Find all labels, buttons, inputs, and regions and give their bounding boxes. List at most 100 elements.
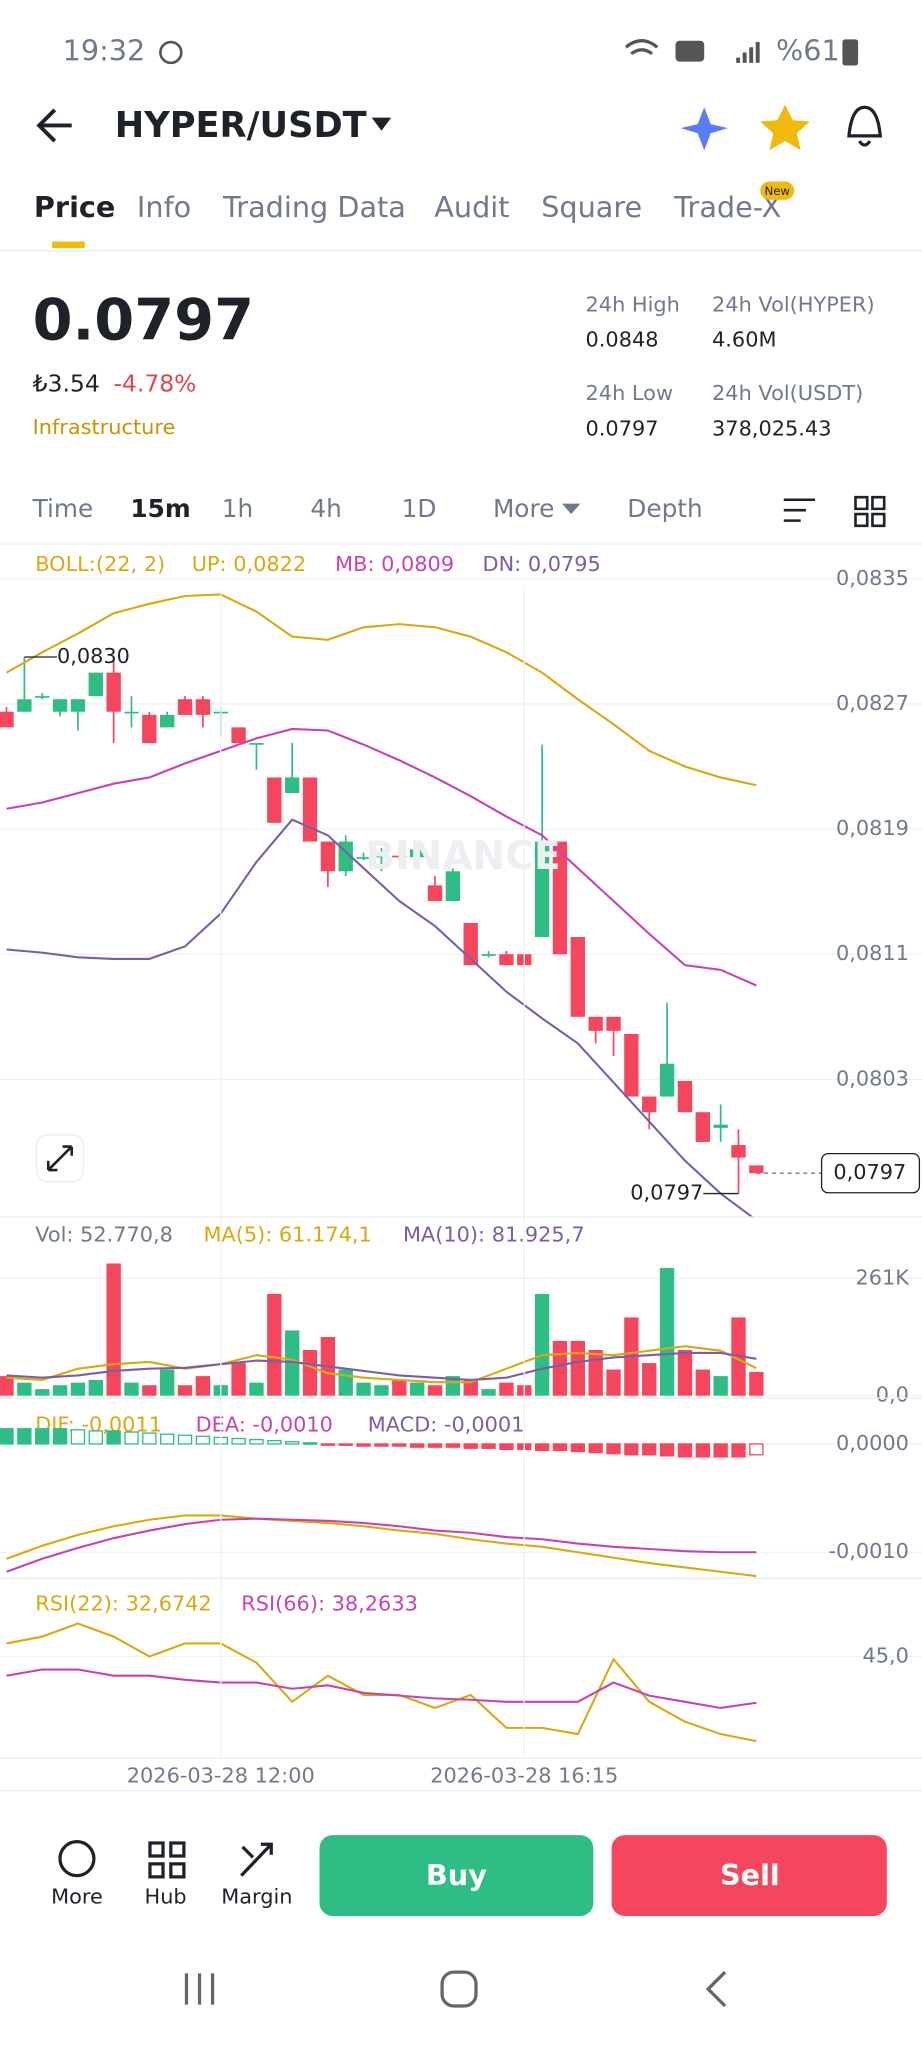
macd-bar [338,1443,353,1446]
nav-home[interactable] [440,1970,478,2008]
last-price-label: 0,0797 [833,1160,906,1184]
candle-body [445,871,461,902]
stat-label: 24h Low [586,381,673,405]
battery-text: %61 [776,33,840,67]
indicator-line [6,1514,757,1578]
macd-bar [713,1443,728,1458]
y-tick-label: 0,0827 [836,691,909,715]
hub-icon[interactable] [148,1841,186,1879]
buy-button[interactable] [319,1835,594,1917]
settings-icon[interactable] [783,498,816,522]
pair-title[interactable]: HYPER/USDT [115,105,367,146]
macd-bar [284,1441,300,1445]
volume-bar [124,1382,139,1396]
tabs: Price Info Trading Data Audit Square Trade-X [34,190,781,224]
candle-body [695,1112,710,1142]
volume-bar [302,1350,318,1396]
macd-bar [463,1443,478,1449]
interval[interactable]: 15m [130,494,190,523]
volume-bar [463,1380,478,1396]
volume-bar [409,1382,425,1396]
macd-bar [624,1443,639,1456]
candle-body [70,699,86,712]
interval[interactable]: 4h [310,494,341,523]
back-button[interactable] [36,108,72,143]
tool-label[interactable]: Hub [145,1885,187,1909]
candle-body [88,672,103,697]
stat-label: 24h High [586,292,680,316]
interval[interactable]: Depth [627,494,702,523]
tab[interactable]: Square [541,190,642,224]
pair-dropdown[interactable] [371,117,392,131]
layout-icon[interactable] [854,495,886,528]
volume-bar [88,1380,103,1396]
candle-body [409,849,425,858]
hd-icon [675,40,705,62]
macd-bar [88,1430,103,1445]
legend-entry: RSI(22): 32,6742 [35,1591,212,1615]
candle-body [534,841,550,938]
last-price: 0.0797 [33,286,254,353]
macd-bar [749,1443,764,1456]
nav-back[interactable] [705,1970,727,2008]
volume-bar [427,1385,443,1396]
expand-icon [46,1145,74,1172]
indicator-line [6,593,757,787]
volume-bar [374,1385,389,1396]
candle-body [35,696,50,698]
indicator-line [6,1517,757,1573]
interval[interactable]: 1h [222,494,253,523]
favorite-button[interactable] [760,104,810,151]
status-time: 19:32 [63,33,146,67]
candle-body [106,672,121,712]
y-tick-label: 0,0 [876,1383,909,1407]
macd-bar [17,1428,32,1445]
more-icon[interactable] [58,1840,96,1878]
volume-bar [231,1363,246,1396]
wifi-icon [624,39,659,56]
tools: More Hub Margin [51,1885,292,1909]
y-tick-label: 0,0803 [836,1066,909,1090]
macd-bar [606,1443,621,1455]
ai-button[interactable] [680,107,728,151]
sell-button[interactable] [611,1835,887,1917]
candle-body [713,1124,728,1128]
battery-icon [842,39,859,66]
interval[interactable]: Time [32,494,94,523]
macd-bar [267,1440,282,1445]
volume-bar [570,1340,585,1396]
candle-body [427,885,443,902]
stat-value: 4.60M [712,328,776,352]
tab[interactable]: Price [34,190,115,224]
volume-bar [642,1363,657,1396]
nav-recents[interactable] [184,1973,215,2005]
candle-body [160,714,175,728]
candle-body [356,857,371,859]
macd-bar [642,1443,657,1456]
volume-bar [17,1382,32,1396]
candle-body [195,699,211,715]
candle-body [284,777,300,794]
candle-body [302,777,318,842]
macd-bar [695,1443,710,1458]
tag[interactable]: Infrastructure [33,415,176,439]
macd-bar [52,1428,68,1445]
candle-body [499,954,514,966]
macd-bar [106,1430,121,1445]
tab[interactable]: Info [137,190,191,224]
candle-body [749,1165,764,1174]
interval[interactable]: 1D [402,494,437,523]
interval[interactable]: More [493,494,554,523]
margin-icon[interactable] [240,1842,273,1877]
volume-bar [606,1369,621,1396]
macd-bar [124,1431,139,1445]
macd-bar [570,1443,585,1453]
tool-label[interactable]: More [51,1885,103,1909]
candle-body [677,1080,693,1113]
indicator-line [6,1622,757,1743]
tab[interactable]: Trading Data [222,190,406,224]
tool-label[interactable]: Margin [221,1885,292,1909]
x-tick-label: 2026-03-28 16:15 [430,1763,618,1787]
alert-button[interactable] [847,105,883,147]
tab[interactable]: Audit [434,190,509,224]
